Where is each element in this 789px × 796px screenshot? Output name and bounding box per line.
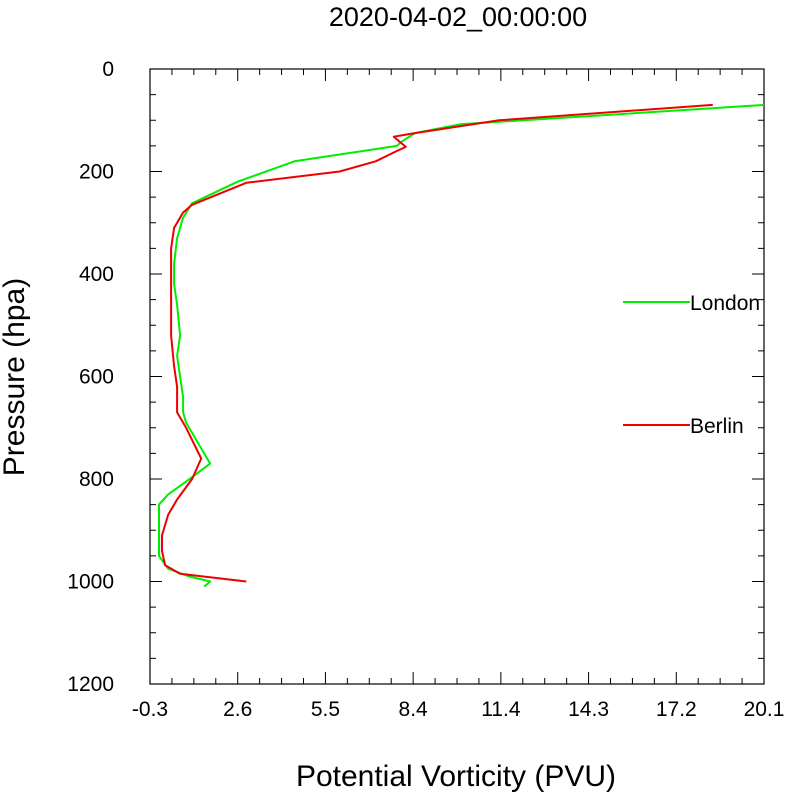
x-tick-label: 2.6 (223, 698, 252, 721)
plot-frame (149, 68, 765, 685)
legend-label-berlin: Berlin (690, 415, 744, 438)
x-tick-label: 8.4 (399, 698, 429, 721)
series-layer (158, 103, 765, 588)
series-line-london (158, 103, 765, 588)
y-tick-label: 600 (79, 366, 114, 389)
series-line-berlin (161, 103, 713, 583)
chart-title: 2020-04-02_00:00:00 (329, 2, 587, 32)
y-axis-ticks: 0 200 400 600 800 1000 1200 (67, 58, 764, 696)
y-tick-label: 1200 (67, 673, 114, 696)
x-axis-title: Potential Vorticity (PVU) (296, 760, 616, 793)
x-tick-label: 11.4 (481, 698, 521, 721)
x-tick-label: 5.5 (311, 698, 340, 721)
x-tick-label: 20.1 (744, 698, 785, 721)
y-tick-label: 0 (102, 58, 114, 81)
legend-label-london: London (690, 292, 760, 315)
x-axis-ticks: -0.3 2.6 5.5 8.4 11.4 14.3 17.2 20.1 (132, 69, 785, 721)
x-tick-label: -0.3 (132, 698, 168, 721)
y-tick-label: 1000 (67, 571, 114, 594)
y-tick-label: 200 (79, 161, 114, 184)
x-tick-label: 17.2 (656, 698, 697, 721)
y-tick-label: 400 (79, 263, 114, 286)
plot-border (149, 68, 765, 685)
x-tick-label: 14.3 (568, 698, 609, 721)
y-tick-label: 800 (79, 468, 114, 491)
y-axis-title: Pressure (hpa) (0, 278, 31, 476)
legend: London Berlin (623, 292, 760, 438)
